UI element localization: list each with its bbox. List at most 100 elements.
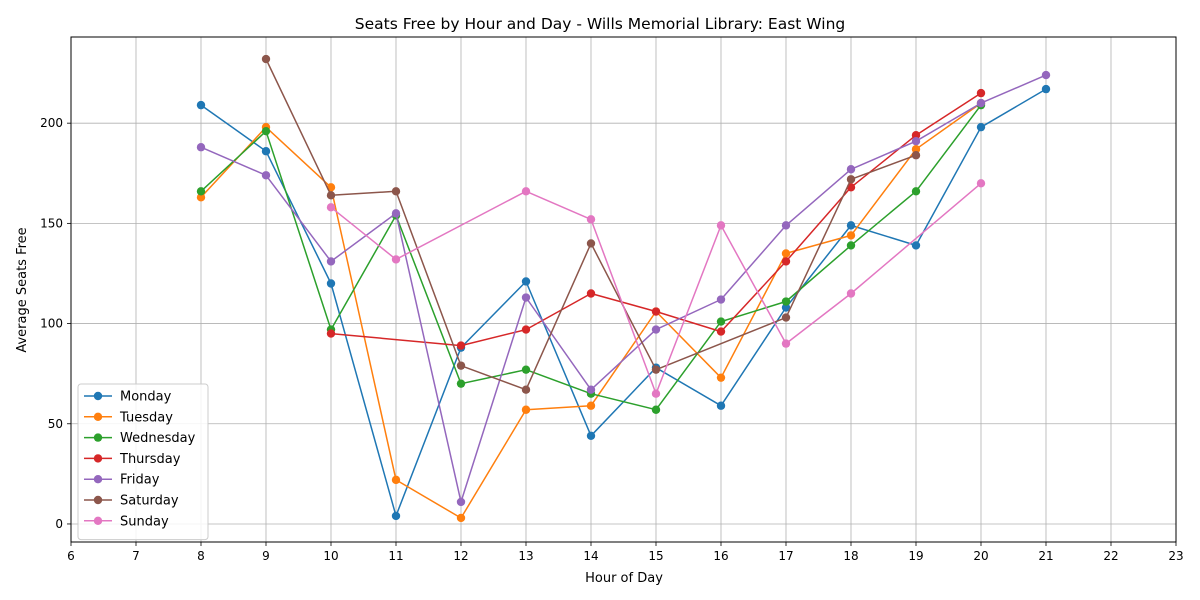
data-point-friday [976, 98, 986, 108]
data-point-saturday [391, 187, 401, 196]
data-point-thursday [911, 130, 921, 140]
x-tick-label: 16 [713, 549, 728, 563]
data-point-monday [781, 303, 791, 312]
data-point-monday [1041, 84, 1051, 94]
data-point-saturday [456, 361, 466, 370]
data-point-tuesday [716, 373, 726, 382]
legend-label-friday: Friday [120, 473, 160, 488]
y-tick-label: 150 [40, 216, 63, 230]
legend-label-monday: Monday [120, 390, 172, 405]
data-point-saturday [521, 385, 531, 394]
data-point-sunday [846, 289, 856, 298]
x-tick-label: 21 [1038, 549, 1053, 563]
x-tick-label: 15 [648, 549, 663, 563]
data-point-monday [196, 100, 206, 110]
data-point-monday [391, 511, 401, 521]
data-point-thursday [326, 329, 336, 338]
y-tick-label: 50 [48, 417, 63, 431]
data-point-tuesday [521, 405, 531, 414]
data-point-monday [716, 401, 726, 410]
data-point-thursday [586, 289, 596, 298]
data-point-tuesday [586, 401, 596, 410]
data-point-friday [196, 143, 206, 152]
data-point-friday [781, 221, 791, 230]
x-tick-label: 10 [323, 549, 338, 563]
legend-marker-friday [93, 475, 103, 484]
data-point-tuesday [846, 231, 856, 240]
data-point-saturday [846, 175, 856, 184]
x-tick-label: 9 [262, 549, 270, 563]
data-point-friday [716, 295, 726, 304]
data-point-thursday [976, 88, 986, 98]
y-tick-label: 200 [40, 116, 63, 130]
data-point-monday [586, 431, 596, 440]
data-point-friday [326, 257, 336, 266]
x-tick-label: 20 [973, 549, 988, 563]
data-point-monday [911, 241, 921, 250]
data-point-sunday [781, 339, 791, 348]
grid-layer [70, 37, 1177, 542]
plot-frame [70, 36, 1177, 543]
data-point-sunday [976, 179, 986, 188]
legend-marker-thursday [93, 454, 103, 463]
x-tick-label: 7 [132, 549, 140, 563]
data-point-monday [261, 147, 271, 156]
data-point-sunday [521, 187, 531, 196]
legend-label-wednesday: Wednesday [120, 431, 196, 446]
data-point-tuesday [911, 145, 921, 154]
x-tick-label: 18 [843, 549, 858, 563]
legend-marker-sunday [93, 516, 103, 525]
data-point-saturday [326, 191, 336, 200]
x-tick-label: 12 [453, 549, 468, 563]
data-point-thursday [716, 327, 726, 336]
data-point-friday [911, 137, 921, 146]
data-point-thursday [456, 341, 466, 350]
data-point-sunday [716, 221, 726, 230]
data-point-thursday [651, 307, 661, 316]
data-point-sunday [651, 389, 661, 398]
data-point-saturday [651, 365, 661, 374]
legend-marker-wednesday [93, 433, 103, 442]
data-point-monday [521, 277, 531, 286]
data-point-friday [846, 165, 856, 174]
series-layer [196, 54, 1051, 523]
data-point-tuesday [456, 513, 466, 523]
x-tick-label: 13 [518, 549, 533, 563]
data-point-tuesday [781, 249, 791, 258]
series-line-saturday [265, 58, 917, 391]
data-point-sunday [586, 215, 596, 224]
series-line-thursday [330, 92, 982, 347]
legend-label-tuesday: Tuesday [119, 410, 173, 425]
data-point-tuesday [196, 193, 206, 202]
legend: Monday Tuesday Wednesday Thursday Friday Satu… [77, 383, 209, 541]
data-point-wednesday [456, 379, 466, 388]
data-point-friday [651, 325, 661, 334]
data-point-friday [521, 293, 531, 302]
data-point-wednesday [196, 187, 206, 196]
x-tick-label: 6 [67, 549, 75, 563]
x-tick-label: 17 [778, 549, 793, 563]
y-axis-title: Average Seats Free [15, 227, 30, 352]
legend-label-saturday: Saturday [120, 494, 179, 509]
data-point-friday [391, 209, 401, 218]
x-tick-label: 14 [583, 549, 598, 563]
x-tick-label: 8 [197, 549, 205, 563]
legend-label-sunday: Sunday [120, 514, 169, 529]
legend-marker-monday [93, 391, 103, 401]
data-point-sunday [326, 203, 336, 212]
legend-label-thursday: Thursday [119, 452, 181, 467]
x-tick-label: 22 [1103, 549, 1118, 563]
data-point-thursday [521, 325, 531, 334]
data-point-monday [326, 279, 336, 288]
data-point-saturday [911, 151, 921, 160]
data-point-wednesday [781, 297, 791, 306]
data-point-wednesday [521, 365, 531, 374]
data-point-sunday [391, 255, 401, 264]
series-line-friday [200, 74, 1047, 503]
x-tick-label: 23 [1168, 549, 1183, 563]
data-point-saturday [586, 239, 596, 248]
data-point-wednesday [261, 126, 271, 136]
x-tick-label: 19 [908, 549, 923, 563]
data-point-thursday [781, 257, 791, 266]
